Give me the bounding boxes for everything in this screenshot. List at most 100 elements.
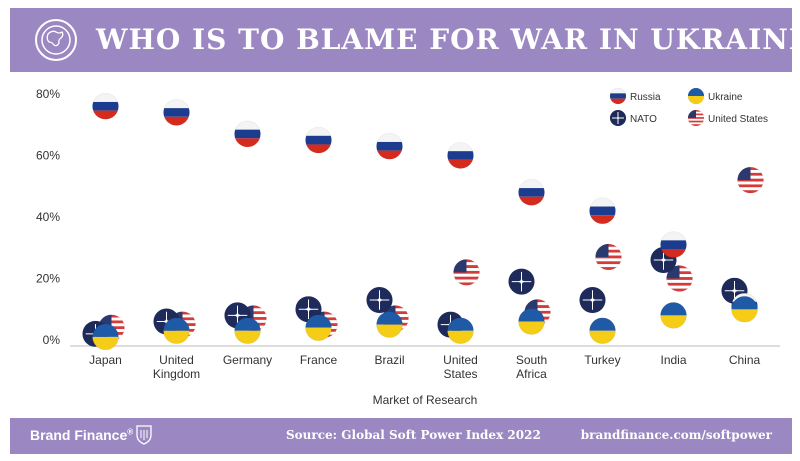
flag-stripe-yellow [660,315,687,329]
y-tick-label: 40% [36,210,60,224]
flag-stripe-blue [660,240,687,250]
flag-stripe [688,122,704,125]
flag-stripe-blue [234,317,261,331]
marker-outline [687,87,705,105]
marker-fill [660,231,687,258]
y-tick-label: 0% [43,333,61,347]
ukraine-marker [518,308,545,335]
flag-stripe-blue [305,135,332,145]
flag-stripe-red [589,215,616,224]
flag-stripe-yellow [688,96,704,104]
flag-stripe-yellow [589,330,616,344]
marker-outline [579,286,606,314]
flag-stripe-blue [376,311,403,325]
flag-stripe [453,279,480,283]
flag-stripe-yellow [163,330,190,344]
marker-fill [305,127,332,154]
x-tick-label: Japan [89,353,122,367]
flag-stripe [595,261,622,265]
x-tick-label: Brazil [374,353,404,367]
ukraine-marker [92,323,119,351]
flag-stripe-blue [92,323,119,337]
marker-fill [688,88,704,104]
marker-outline [376,132,403,160]
x-axis-label: Market of Research [373,393,478,407]
legend-label: Ukraine [708,92,743,103]
flag-stripe-yellow [447,330,474,344]
footer-banner: Brand Finance® Source: Global Soft Power… [10,418,792,454]
flag-canton [688,110,696,118]
flag-stripe [453,276,480,280]
ukraine-marker [731,295,758,323]
legend-swatch-ukraine [687,87,705,105]
marker-outline [92,92,119,120]
marker-fill [453,259,480,286]
source-url: brandfinance.com/softpower [580,428,772,442]
russia-marker [234,120,261,148]
flag-stripe-blue [305,314,332,328]
flag-stripe [688,118,704,121]
ukraine-marker [660,302,687,329]
russia-marker [518,179,545,206]
flag-stripe-red [660,249,687,258]
ukraine-marker [305,314,332,341]
flag-stripe [666,279,693,283]
marker-fill [234,317,261,344]
flag-stripe [666,282,693,286]
legend-label: United States [708,114,768,125]
flag-stripe-yellow [305,327,332,341]
x-tick-label: United [159,353,194,367]
marker-outline [376,311,403,338]
marker-fill [447,142,474,169]
marker-outline [453,259,480,286]
us-marker [595,243,622,271]
nato-star [615,117,621,119]
russia-marker [92,92,119,120]
legend-swatch-us [687,109,705,127]
flag-stripe [595,267,622,270]
flag-stripe [737,181,764,185]
ukraine-marker [234,317,261,345]
x-tick-label: Kingdom [153,367,200,381]
marker-outline [609,87,627,105]
flag-stripe-yellow [234,330,261,344]
marker-outline [687,109,705,127]
flag-stripe-red [447,159,474,169]
nato-star [588,298,597,302]
marker-outline [163,99,190,126]
flag-stripe [453,282,480,286]
marker-outline [595,243,622,271]
nato-star [304,307,313,311]
ukraine-marker [589,317,616,345]
flag-stripe-white [589,197,616,207]
x-tick-label: Turkey [584,353,620,367]
x-tick-label: India [660,353,686,367]
us-marker [453,259,480,286]
marker-outline [447,317,474,345]
crest-icon [136,425,152,445]
globe-icon [35,19,77,61]
flag-stripe-yellow [731,309,758,323]
flag-stripe-red [163,116,190,126]
russia-marker [447,142,474,169]
marker-outline [305,314,332,341]
flag-stripe [688,124,704,126]
marker-fill [163,317,190,344]
flag-stripe-blue [447,151,474,160]
marker-fill [610,88,626,104]
flag-stripe-white [305,127,332,136]
source-note: Source: Global Soft Power Index 2022 [286,428,541,442]
flag-stripe-red [610,98,626,104]
marker-outline [737,166,764,194]
flag-stripe [688,120,704,123]
marker-outline [508,268,535,295]
ukraine-marker [163,317,190,345]
flag-stripe-white [660,231,687,241]
nato-star [517,280,526,283]
legend-swatch-nato [609,109,627,127]
marker-fill [305,314,332,341]
flag-stripe-blue [447,317,474,331]
marker-fill [688,110,704,126]
